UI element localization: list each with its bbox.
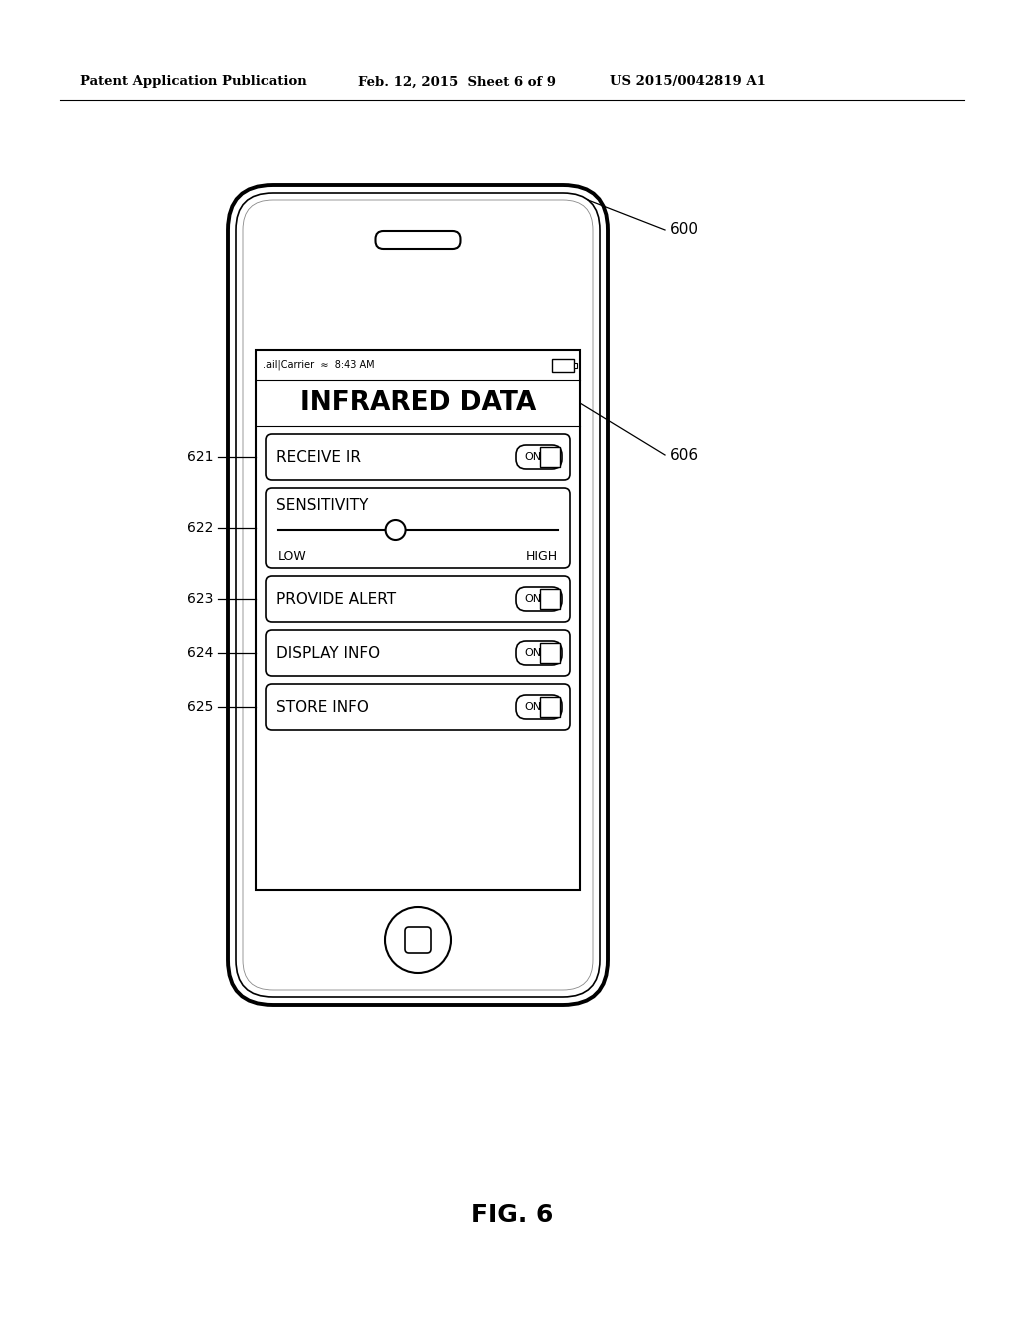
Text: ON: ON: [524, 702, 541, 711]
Text: ON: ON: [524, 594, 541, 605]
FancyBboxPatch shape: [516, 445, 562, 469]
Text: 622: 622: [186, 521, 213, 535]
FancyBboxPatch shape: [266, 684, 570, 730]
Text: INFRARED DATA: INFRARED DATA: [300, 389, 537, 416]
Text: Feb. 12, 2015  Sheet 6 of 9: Feb. 12, 2015 Sheet 6 of 9: [358, 75, 556, 88]
FancyBboxPatch shape: [236, 193, 600, 997]
FancyBboxPatch shape: [228, 185, 608, 1005]
FancyBboxPatch shape: [516, 587, 562, 611]
Circle shape: [385, 907, 451, 973]
Bar: [552, 359, 574, 371]
Text: STORE INFO: STORE INFO: [276, 700, 369, 714]
Bar: [574, 363, 577, 367]
FancyBboxPatch shape: [266, 576, 570, 622]
FancyBboxPatch shape: [266, 630, 570, 676]
Text: US 2015/0042819 A1: US 2015/0042819 A1: [610, 75, 766, 88]
Text: Patent Application Publication: Patent Application Publication: [80, 75, 307, 88]
Bar: [256, 350, 580, 890]
FancyBboxPatch shape: [376, 231, 461, 249]
Text: 606: 606: [670, 447, 699, 462]
FancyBboxPatch shape: [516, 642, 562, 665]
Text: 621: 621: [186, 450, 213, 465]
Text: LOW: LOW: [278, 549, 307, 562]
FancyBboxPatch shape: [406, 927, 431, 953]
Text: ON: ON: [524, 648, 541, 657]
FancyBboxPatch shape: [516, 696, 562, 719]
Bar: [540, 643, 560, 663]
Text: FIG. 6: FIG. 6: [471, 1203, 553, 1228]
Text: SENSITIVITY: SENSITIVITY: [276, 499, 369, 513]
Text: RECEIVE IR: RECEIVE IR: [276, 450, 361, 465]
FancyBboxPatch shape: [266, 488, 570, 568]
Text: ON: ON: [524, 451, 541, 462]
Text: HIGH: HIGH: [526, 549, 558, 562]
Bar: [540, 447, 560, 467]
FancyBboxPatch shape: [266, 434, 570, 480]
Bar: [540, 589, 560, 609]
Bar: [540, 697, 560, 717]
Text: .ail|Carrier  ≈  8:43 AM: .ail|Carrier ≈ 8:43 AM: [263, 360, 375, 370]
Text: PROVIDE ALERT: PROVIDE ALERT: [276, 591, 396, 606]
Text: 624: 624: [186, 645, 213, 660]
Text: 625: 625: [186, 700, 213, 714]
FancyBboxPatch shape: [243, 201, 593, 990]
Text: 600: 600: [670, 223, 699, 238]
Circle shape: [386, 520, 406, 540]
Text: 623: 623: [186, 591, 213, 606]
Text: DISPLAY INFO: DISPLAY INFO: [276, 645, 380, 660]
